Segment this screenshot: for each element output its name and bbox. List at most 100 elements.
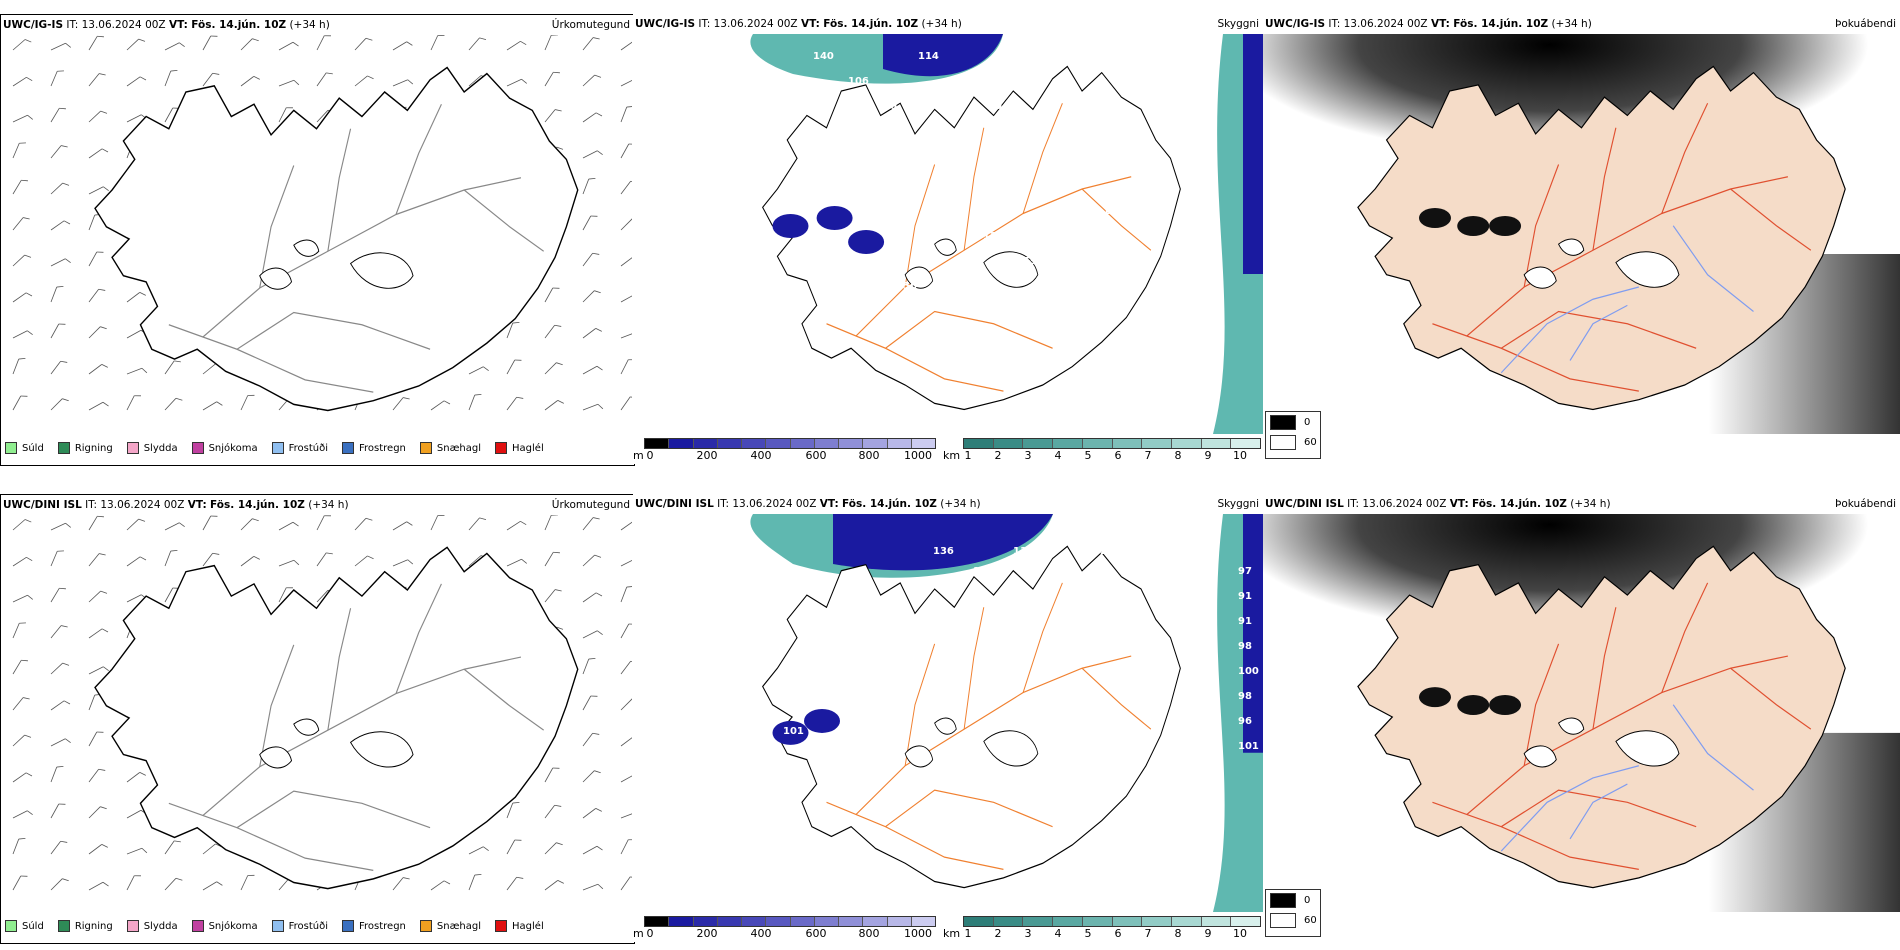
wind-barb xyxy=(544,35,558,51)
panel-title: Þokuábendi xyxy=(1835,498,1896,510)
cloud-base-label: 60 xyxy=(863,256,877,267)
road-line xyxy=(1661,102,1709,214)
wind-barb xyxy=(88,148,109,159)
wind-barb xyxy=(582,112,603,123)
road-line xyxy=(1466,655,1789,815)
panel-cloud-visibility-row1: UWC/IG-IS IT: 13.06.2024 00Z VT: Fös. 14… xyxy=(633,14,1263,464)
wind-barb xyxy=(544,842,563,855)
panel-title: Skyggni xyxy=(1217,498,1260,510)
wind-barb xyxy=(202,515,218,531)
wind-barb xyxy=(278,587,293,603)
legend-swatch xyxy=(57,442,70,454)
wind-barb xyxy=(392,877,410,891)
cloud-base-label: 97 xyxy=(1238,566,1252,577)
wind-barb xyxy=(202,72,220,87)
road-line xyxy=(855,176,1132,337)
wind-barb xyxy=(126,76,147,87)
legend-item-3: Snjókoma xyxy=(191,920,258,932)
visibility-colorbar: km 1 2 3 4 5 6 7 8 9 10 xyxy=(943,912,1263,946)
legend-item-2: Slydda xyxy=(126,920,178,932)
road-line xyxy=(1592,127,1617,251)
wind-barb xyxy=(164,550,178,567)
legend-swatch xyxy=(495,920,508,932)
wind-barb xyxy=(88,110,108,123)
panel-header: UWC/IG-IS IT: 13.06.2024 00Z VT: Fös. 14… xyxy=(1265,18,1592,30)
wind-barb xyxy=(50,398,69,411)
fog-legend: 0 60 xyxy=(1265,411,1321,459)
wind-barb xyxy=(88,768,106,783)
wind-barb xyxy=(316,552,333,567)
wind-barb xyxy=(278,41,299,51)
panel-precip-type-row2: UWC/DINI ISL IT: 13.06.2024 00Z VT: Fös.… xyxy=(0,494,635,944)
road-line xyxy=(904,164,936,288)
wind-barb xyxy=(50,550,64,567)
cloud-base-label: 12 xyxy=(1058,76,1072,87)
wind-barb xyxy=(620,396,632,411)
road-line xyxy=(236,790,431,829)
wind-barb xyxy=(12,772,33,783)
wind-barb xyxy=(544,515,558,531)
cloud-base-label: 92 xyxy=(1093,546,1107,557)
legend-swatch xyxy=(342,442,354,454)
wind-barb xyxy=(50,360,68,375)
wind-barb xyxy=(88,251,104,267)
cloud-base-colorbar: m 0 200 400 600 800 1000 xyxy=(633,434,938,468)
glacier-outline xyxy=(293,718,320,736)
wind-barb xyxy=(164,42,185,51)
wind-barb xyxy=(620,839,632,855)
legend-item-5: Frostregn xyxy=(342,442,406,454)
river-line xyxy=(1569,783,1628,840)
road-line xyxy=(1592,607,1617,730)
cloud-base-label: 100 xyxy=(823,231,844,242)
panel-fog-row2: UWC/DINI ISL IT: 13.06.2024 00Z VT: Fös.… xyxy=(1263,494,1900,942)
low-cloud-patch xyxy=(772,720,809,745)
legend-item-7: Haglél xyxy=(495,442,544,454)
wind-barb xyxy=(12,76,33,87)
wind-barb xyxy=(50,220,71,231)
wind-barb xyxy=(544,109,562,123)
road-line xyxy=(1661,582,1709,693)
wind-barb xyxy=(240,874,255,891)
road-line xyxy=(1432,801,1639,870)
road-line xyxy=(1466,176,1789,337)
wind-barb xyxy=(12,556,33,567)
wind-barb xyxy=(278,521,299,531)
wind-barb xyxy=(164,397,183,411)
legend-swatch xyxy=(271,442,284,454)
wind-barb xyxy=(316,72,333,87)
wind-barb xyxy=(582,658,596,675)
panel-header: UWC/DINI ISL IT: 13.06.2024 00Z VT: Fös.… xyxy=(3,499,349,511)
road-line xyxy=(1022,582,1063,693)
wind-barb xyxy=(88,628,109,639)
glacier-outline xyxy=(349,731,414,768)
wind-barb xyxy=(620,331,632,339)
fog-patch xyxy=(1457,216,1490,236)
wind-barb xyxy=(506,802,520,819)
glacier-outline xyxy=(1523,266,1557,289)
wind-barb xyxy=(202,401,223,411)
road-line xyxy=(855,655,1132,815)
wind-barb xyxy=(50,258,71,267)
panel-title: Þokuábendi xyxy=(1835,18,1896,30)
panel-fog-row1: UWC/IG-IS IT: 13.06.2024 00Z VT: Fös. 14… xyxy=(1263,14,1900,464)
cloud-base-label: 56 xyxy=(783,206,797,217)
wind-barb xyxy=(278,107,293,123)
legend-swatch xyxy=(191,442,204,454)
wind-barb xyxy=(620,698,632,711)
wind-barb xyxy=(278,559,300,567)
legend-item-0: Súld xyxy=(5,442,44,454)
fog-patch xyxy=(1457,695,1490,716)
wind-barb xyxy=(278,79,300,87)
road-line xyxy=(826,801,1004,870)
wind-barb xyxy=(620,736,632,747)
wind-barb xyxy=(164,877,183,891)
wind-barb xyxy=(506,839,522,855)
wind-barb xyxy=(620,106,632,123)
wind-barb xyxy=(506,322,520,339)
road-line xyxy=(1730,188,1812,251)
fog-legend: 0 60 xyxy=(1265,889,1321,937)
legend-item-5: Frostregn xyxy=(342,920,406,932)
panel-header: UWC/IG-IS IT: 13.06.2024 00Z VT: Fös. 14… xyxy=(635,18,962,30)
legend-label: Frostúði xyxy=(288,442,328,454)
wind-barb xyxy=(582,403,604,411)
